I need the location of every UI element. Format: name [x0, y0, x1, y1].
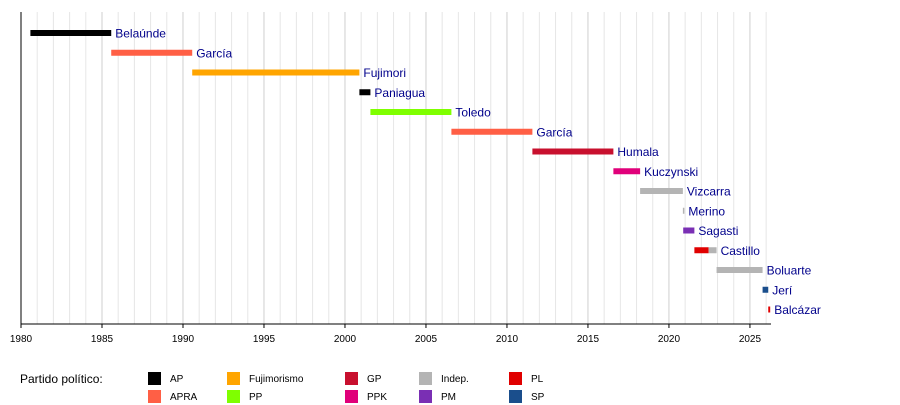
x-tick-label: 1995: [253, 334, 276, 345]
term-bar: [370, 109, 452, 115]
legend-label: SP: [531, 392, 545, 403]
president-label: Sagasti: [698, 224, 738, 238]
x-axis: 1980 1985 1990 1995 2000 2005 2010 2015 2020 2025: [10, 12, 771, 345]
president-label: Jerí: [772, 283, 793, 297]
x-tick-label: 1985: [91, 334, 114, 345]
x-tick-label: 2010: [496, 334, 519, 345]
legend-swatch: [345, 372, 358, 385]
president-label: Belaúnde: [115, 27, 166, 41]
term-bar: [768, 306, 771, 313]
x-tick-label: 2000: [334, 334, 357, 345]
x-tick-label: 1990: [172, 334, 195, 345]
legend-label: PP: [249, 392, 263, 403]
term-bar: [192, 69, 360, 76]
president-label: Paniagua: [374, 86, 425, 100]
term-bar: [682, 207, 685, 214]
legend-swatch: [419, 372, 432, 385]
president-label: García: [536, 125, 572, 139]
president-label: Castillo: [721, 244, 761, 258]
president-label: Balcázar: [774, 303, 821, 317]
legend-label: AP: [170, 374, 184, 385]
term-bar: [640, 188, 683, 194]
legend-label: Indep.: [441, 374, 469, 385]
legend-label: APRA: [170, 392, 198, 403]
x-tick-label: 2025: [739, 334, 762, 345]
term-bar: [359, 89, 371, 96]
term-bar: [716, 267, 763, 273]
legend-label: PL: [531, 374, 544, 385]
grid-lines: [20, 12, 767, 324]
legend-swatch: [148, 390, 161, 403]
president-label: García: [196, 46, 232, 60]
president-label: Fujimori: [363, 66, 406, 80]
term-bar: [762, 286, 769, 293]
president-label: Humala: [617, 145, 659, 159]
president-label: Toledo: [455, 106, 491, 120]
x-tick-label: 2005: [415, 334, 438, 345]
term-bar: [532, 148, 614, 155]
term-bar: [451, 128, 533, 135]
president-label: Kuczynski: [644, 165, 698, 179]
legend-swatch: [227, 372, 240, 385]
legend-swatch: [419, 390, 432, 403]
legend-label: PPK: [367, 392, 387, 403]
legend-label: Fujimorismo: [249, 374, 304, 385]
legend-title: Partido político:: [20, 372, 103, 386]
term-bar: [694, 247, 709, 254]
legend: Partido político: AP APRA Fujimorismo PP GP P…: [20, 372, 545, 403]
president-label: Merino: [688, 204, 725, 218]
legend-label: PM: [441, 392, 456, 403]
legend-swatch: [509, 390, 522, 403]
legend-swatch: [148, 372, 161, 385]
legend-swatch: [509, 372, 522, 385]
legend-label: GP: [367, 374, 382, 385]
legend-swatch: [227, 390, 240, 403]
term-bar: [613, 168, 641, 175]
x-tick-label: 2015: [577, 334, 600, 345]
term-bar: [30, 30, 112, 36]
legend-swatch: [345, 390, 358, 403]
president-label: Vizcarra: [687, 185, 731, 199]
term-bar: [111, 49, 193, 56]
x-tick-label: 2020: [658, 334, 681, 345]
term-bar: [708, 247, 717, 254]
president-label: Boluarte: [767, 264, 812, 278]
term-bar: [683, 227, 695, 234]
term-bars: Belaúnde García Fujimori Paniagua Toledo Garc…: [30, 27, 821, 317]
x-tick-label: 1980: [10, 334, 33, 345]
